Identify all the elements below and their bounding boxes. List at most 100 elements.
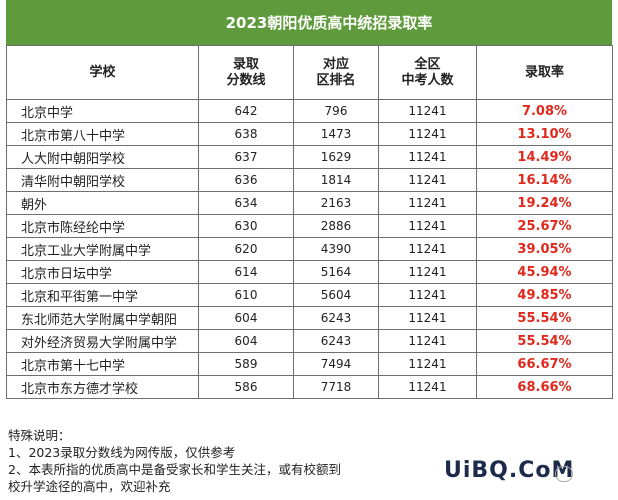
rank-cell: 2886 (293, 214, 379, 238)
total-cell: 11241 (378, 145, 477, 169)
rate-cell: 49.85% (476, 283, 613, 307)
rate-cell: 19.24% (476, 191, 613, 215)
rate-cell: 55.54% (476, 306, 613, 330)
score-cell: 620 (198, 237, 294, 261)
header-total-line1: 全区 (414, 56, 441, 72)
school-cell: 朝外 (6, 191, 199, 215)
school-cell: 北京市东方德才学校 (6, 375, 199, 399)
rank-cell: 6243 (293, 329, 379, 353)
rate-cell: 16.14% (476, 168, 613, 192)
table-row: 北京中学 642 796 11241 7.08% (6, 99, 613, 123)
score-cell: 604 (198, 329, 294, 353)
table-row: 北京市第十七中学 589 7494 11241 66.67% (6, 352, 613, 376)
table-row: 对外经济贸易大学附属中学 604 6243 11241 55.54% (6, 329, 613, 353)
school-cell: 北京市第十七中学 (6, 352, 199, 376)
header-score-line1: 录取 (232, 56, 259, 72)
rank-cell: 2163 (293, 191, 379, 215)
rate-cell: 68.66% (476, 375, 613, 399)
school-cell: 北京市日坛中学 (6, 260, 199, 284)
watermark-logo: UiBQ.CoM (444, 458, 575, 483)
notes-line-1: 1、2023录取分数线为网传版，仅供参考 (8, 445, 236, 460)
rate-cell: 66.67% (476, 352, 613, 376)
table-row: 清华附中朝阳学校 636 1814 11241 16.14% (6, 168, 613, 192)
table-row: 北京市陈经纶中学 630 2886 11241 25.67% (6, 214, 613, 238)
watermark-chat-icon (555, 466, 573, 482)
notes-line-2: 2、本表所指的优质高中是备受家长和学生关注，或有校额到 (8, 462, 341, 477)
header-rank-line2: 区排名 (316, 72, 356, 88)
school-cell: 北京工业大学附属中学 (6, 237, 199, 261)
header-total-line2: 中考人数 (401, 72, 454, 88)
school-cell: 北京和平街第一中学 (6, 283, 199, 307)
total-cell: 11241 (378, 191, 477, 215)
school-cell: 对外经济贸易大学附属中学 (6, 329, 199, 353)
table-row: 北京和平街第一中学 610 5604 11241 49.85% (6, 283, 613, 307)
notes: 特殊说明： 1、2023录取分数线为网传版，仅供参考 2、本表所指的优质高中是备… (6, 427, 378, 500)
total-cell: 11241 (378, 122, 477, 146)
score-cell: 637 (198, 145, 294, 169)
rank-cell: 6243 (293, 306, 379, 330)
score-cell: 589 (198, 352, 294, 376)
table-row: 北京市日坛中学 614 5164 11241 45.94% (6, 260, 613, 284)
rank-cell: 1814 (293, 168, 379, 192)
total-cell: 11241 (378, 214, 477, 238)
rank-cell: 1473 (293, 122, 379, 146)
header-score: 录取 分数线 (198, 45, 294, 100)
total-cell: 11241 (378, 283, 477, 307)
rank-cell: 5604 (293, 283, 379, 307)
rank-cell: 7718 (293, 375, 379, 399)
total-cell: 11241 (378, 260, 477, 284)
sheet-title: 2023朝阳优质高中统招录取率 (225, 14, 433, 32)
header-row: 学校 录取 分数线 对应 区排名 全区 中考人数 录取率 (6, 45, 613, 100)
rank-cell: 7494 (293, 352, 379, 376)
school-cell: 北京市陈经纶中学 (6, 214, 199, 238)
table-row: 人大附中朝阳学校 637 1629 11241 14.49% (6, 145, 613, 169)
school-cell: 北京中学 (6, 99, 199, 123)
table-body: 北京中学 642 796 11241 7.08% 北京市第八十中学 638 1473 11241… (6, 99, 613, 399)
rate-cell: 14.49% (476, 145, 613, 169)
score-cell: 604 (198, 306, 294, 330)
rank-cell: 4390 (293, 237, 379, 261)
total-cell: 11241 (378, 99, 477, 123)
total-cell: 11241 (378, 306, 477, 330)
rank-cell: 796 (293, 99, 379, 123)
header-school: 学校 (6, 45, 199, 100)
school-cell: 人大附中朝阳学校 (6, 145, 199, 169)
rate-cell: 45.94% (476, 260, 613, 284)
rate-cell: 13.10% (476, 122, 613, 146)
title-bar: 2023朝阳优质高中统招录取率 (6, 0, 612, 45)
rank-cell: 1629 (293, 145, 379, 169)
total-cell: 11241 (378, 329, 477, 353)
total-cell: 11241 (378, 237, 477, 261)
score-cell: 638 (198, 122, 294, 146)
table-row: 东北师范大学附属中学朝阳 604 6243 11241 55.54% (6, 306, 613, 330)
rate-cell: 7.08% (476, 99, 613, 123)
notes-line-3: 校升学途径的高中，欢迎补充 (8, 479, 171, 494)
admission-rate-sheet: 2023朝阳优质高中统招录取率 学校 录取 分数线 对应 区排名 全 (6, 0, 613, 399)
header-rate: 录取率 (476, 45, 613, 100)
school-cell: 北京市第八十中学 (6, 122, 199, 146)
score-cell: 642 (198, 99, 294, 123)
table-row: 北京市东方德才学校 586 7718 11241 68.66% (6, 375, 613, 399)
notes-heading: 特殊说明： (8, 428, 71, 443)
total-cell: 11241 (378, 168, 477, 192)
rate-cell: 25.67% (476, 214, 613, 238)
score-cell: 636 (198, 168, 294, 192)
table-row: 北京市第八十中学 638 1473 11241 13.10% (6, 122, 613, 146)
school-cell: 东北师范大学附属中学朝阳 (6, 306, 199, 330)
score-cell: 634 (198, 191, 294, 215)
header-total: 全区 中考人数 (378, 45, 477, 100)
table-row: 北京工业大学附属中学 620 4390 11241 39.05% (6, 237, 613, 261)
total-cell: 11241 (378, 375, 477, 399)
rate-cell: 55.54% (476, 329, 613, 353)
score-cell: 586 (198, 375, 294, 399)
header-rank: 对应 区排名 (293, 45, 379, 100)
rank-cell: 5164 (293, 260, 379, 284)
total-cell: 11241 (378, 352, 477, 376)
score-cell: 614 (198, 260, 294, 284)
header-rank-line1: 对应 (322, 56, 349, 72)
header-score-line2: 分数线 (226, 72, 266, 88)
table-row: 朝外 634 2163 11241 19.24% (6, 191, 613, 215)
score-cell: 610 (198, 283, 294, 307)
rate-cell: 39.05% (476, 237, 613, 261)
score-cell: 630 (198, 214, 294, 238)
